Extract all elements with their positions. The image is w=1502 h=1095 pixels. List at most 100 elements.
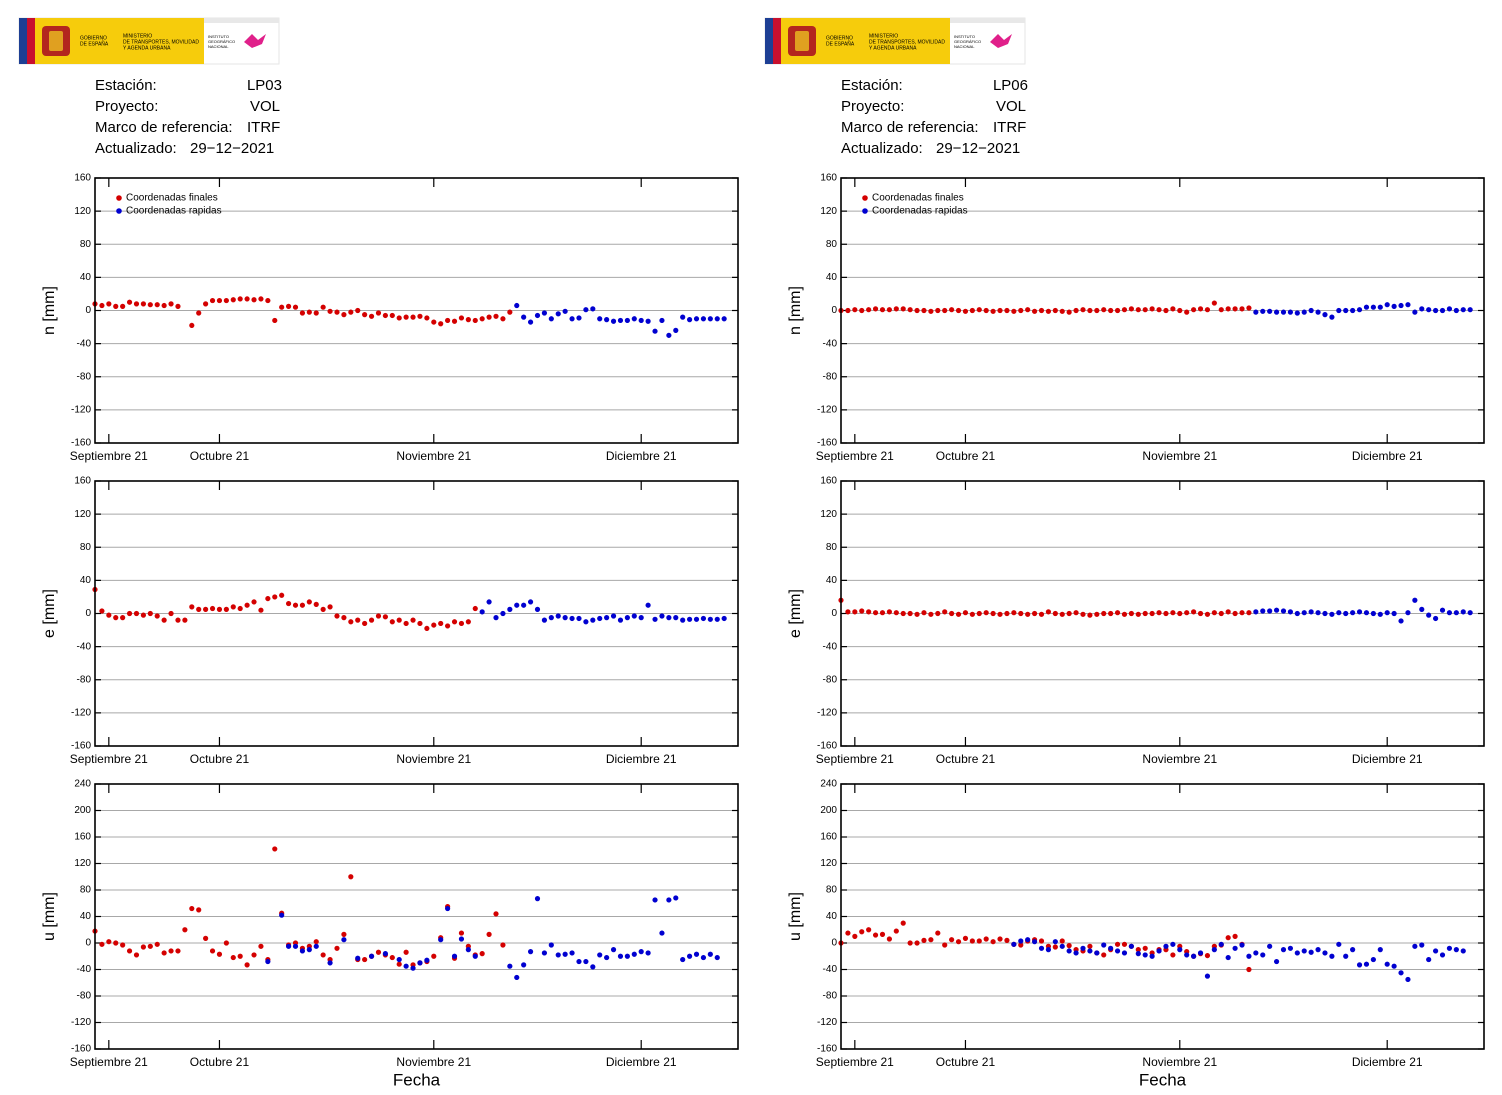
data-point (527, 319, 534, 325)
data-point (548, 942, 554, 948)
data-point (624, 317, 630, 324)
data-point (1031, 308, 1038, 314)
data-point (1197, 610, 1204, 617)
data-point (1031, 610, 1038, 617)
data-point (438, 620, 444, 627)
data-point (872, 306, 879, 312)
data-point (1059, 943, 1065, 949)
data-point (1253, 609, 1259, 615)
data-point (617, 617, 624, 623)
data-point (133, 952, 140, 958)
data-point (983, 307, 989, 314)
data-point (1377, 611, 1383, 617)
logo-top-bar (204, 18, 279, 23)
data-point (99, 302, 105, 309)
data-point (1011, 941, 1017, 947)
data-point (1059, 308, 1065, 314)
y-tick-label: -40 (823, 338, 838, 349)
y-tick-label: -80 (77, 674, 92, 685)
data-point (541, 310, 548, 316)
data-point (265, 595, 271, 602)
data-point (645, 318, 651, 324)
data-point (1108, 610, 1114, 617)
data-point (1377, 947, 1383, 953)
y-tick-label: -40 (77, 964, 92, 975)
data-point (866, 609, 872, 615)
data-point (1066, 309, 1072, 315)
data-point (583, 958, 589, 965)
data-point (652, 328, 658, 334)
data-point (1350, 610, 1356, 616)
logo-ign-mark (990, 34, 1012, 48)
data-point (389, 619, 395, 625)
legend-label: Coordenadas rapidas (126, 206, 222, 217)
data-point (272, 846, 278, 852)
y-tick-label: -40 (823, 641, 838, 652)
data-point (1211, 300, 1217, 306)
y-axis-label: e [mm] (787, 589, 804, 638)
data-point (126, 299, 133, 305)
data-point (237, 605, 243, 612)
data-point (645, 602, 651, 608)
data-point (1114, 610, 1121, 616)
data-point (1287, 945, 1294, 951)
data-point (659, 613, 665, 619)
data-point (1308, 307, 1314, 314)
data-point (900, 610, 906, 617)
data-point (859, 307, 865, 314)
data-point (1052, 939, 1058, 945)
logo-text: GEOGRÁFICO (208, 39, 235, 44)
data-point (368, 617, 375, 623)
data-point (1398, 618, 1404, 624)
data-point (693, 616, 700, 622)
data-point (1232, 933, 1238, 939)
data-point (700, 954, 707, 961)
data-point (189, 604, 195, 610)
data-point (334, 309, 340, 315)
data-point (569, 950, 575, 956)
data-point (120, 942, 126, 948)
data-point (306, 309, 312, 315)
data-point (285, 600, 292, 607)
data-point (928, 611, 934, 617)
data-point (120, 615, 126, 621)
data-point (680, 314, 686, 320)
data-point (1038, 307, 1045, 314)
data-point (140, 944, 146, 950)
data-point (1453, 610, 1459, 616)
data-point (597, 952, 603, 958)
data-point (1052, 944, 1058, 950)
data-point (154, 613, 160, 619)
data-point (1059, 611, 1065, 617)
data-point (396, 956, 402, 963)
legend-label: Coordenadas finales (126, 193, 218, 204)
data-point (997, 307, 1003, 314)
data-point (1073, 307, 1079, 314)
data-point (279, 304, 285, 310)
field-label: Estación: (841, 77, 903, 94)
data-point (209, 297, 216, 304)
data-point (106, 939, 112, 945)
data-point (548, 316, 554, 322)
y-tick-label: 40 (826, 911, 838, 922)
data-point (1094, 307, 1100, 314)
data-point (1177, 947, 1183, 953)
data-point (1267, 308, 1273, 314)
data-point (1218, 307, 1224, 313)
x-tick-label: Septiembre 21 (70, 449, 148, 463)
data-point (1128, 610, 1134, 617)
x-tick-label: Octubre 21 (190, 752, 250, 766)
data-point (590, 617, 596, 623)
data-point (949, 307, 955, 313)
x-axis-label: Fecha (1139, 1070, 1187, 1089)
data-point (1184, 309, 1190, 315)
data-point (707, 316, 713, 322)
field-label: Marco de referencia: (95, 119, 233, 136)
data-point (845, 930, 851, 936)
panel: -160 -120 -80 -40 0 40 80 120 160 200 240 Septiembr… (41, 779, 739, 1089)
data-point (472, 605, 478, 612)
data-point (879, 610, 886, 616)
data-point (479, 609, 485, 615)
y-tick-label: -40 (823, 964, 838, 975)
data-point (1232, 610, 1238, 617)
